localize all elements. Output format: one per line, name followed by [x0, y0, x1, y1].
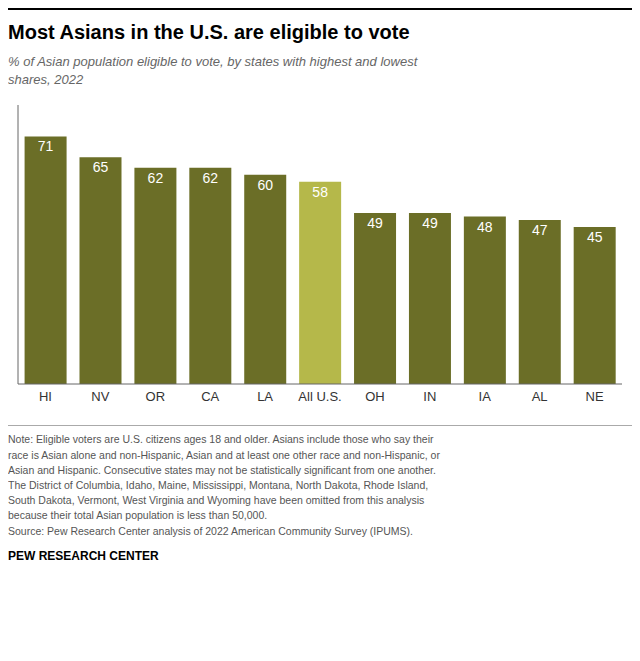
- svg-text:62: 62: [203, 170, 219, 186]
- svg-text:HI: HI: [39, 390, 52, 405]
- svg-text:49: 49: [367, 215, 383, 231]
- html-text:Note: Eligible voters are U.S.: Note: Eligible voters are U.S. citizens …: [8, 433, 440, 537]
- svg-text:47: 47: [532, 222, 548, 238]
- svg-text:OR: OR: [146, 390, 166, 405]
- svg-text:65: 65: [93, 160, 109, 176]
- svg-text:OH: OH: [365, 390, 385, 405]
- svg-text:71: 71: [38, 139, 54, 155]
- svg-text:45: 45: [587, 229, 603, 245]
- html-text:PEW RESEARCH CENTER: PEW RESEARCH CENTER: [8, 548, 159, 563]
- svg-text:IN: IN: [423, 390, 436, 405]
- svg-text:48: 48: [477, 219, 493, 235]
- svg-text:NE: NE: [586, 390, 604, 405]
- svg-text:49: 49: [422, 215, 438, 231]
- svg-text:62: 62: [148, 170, 164, 186]
- svg-text:LA: LA: [257, 390, 273, 405]
- svg-text:All U.S.: All U.S.: [298, 390, 341, 405]
- svg-text:58: 58: [312, 184, 328, 200]
- html-text:% of Asian population eligible: % of Asian population eligible to vote, …: [8, 54, 418, 88]
- svg-text:IA: IA: [479, 390, 492, 405]
- svg-text:60: 60: [257, 177, 273, 193]
- svg-text:CA: CA: [201, 390, 219, 405]
- svg-text:AL: AL: [532, 390, 548, 405]
- svg-text:NV: NV: [91, 390, 109, 405]
- html-text:Most Asians in the U.S. are el: Most Asians in the U.S. are eligible to …: [8, 21, 410, 43]
